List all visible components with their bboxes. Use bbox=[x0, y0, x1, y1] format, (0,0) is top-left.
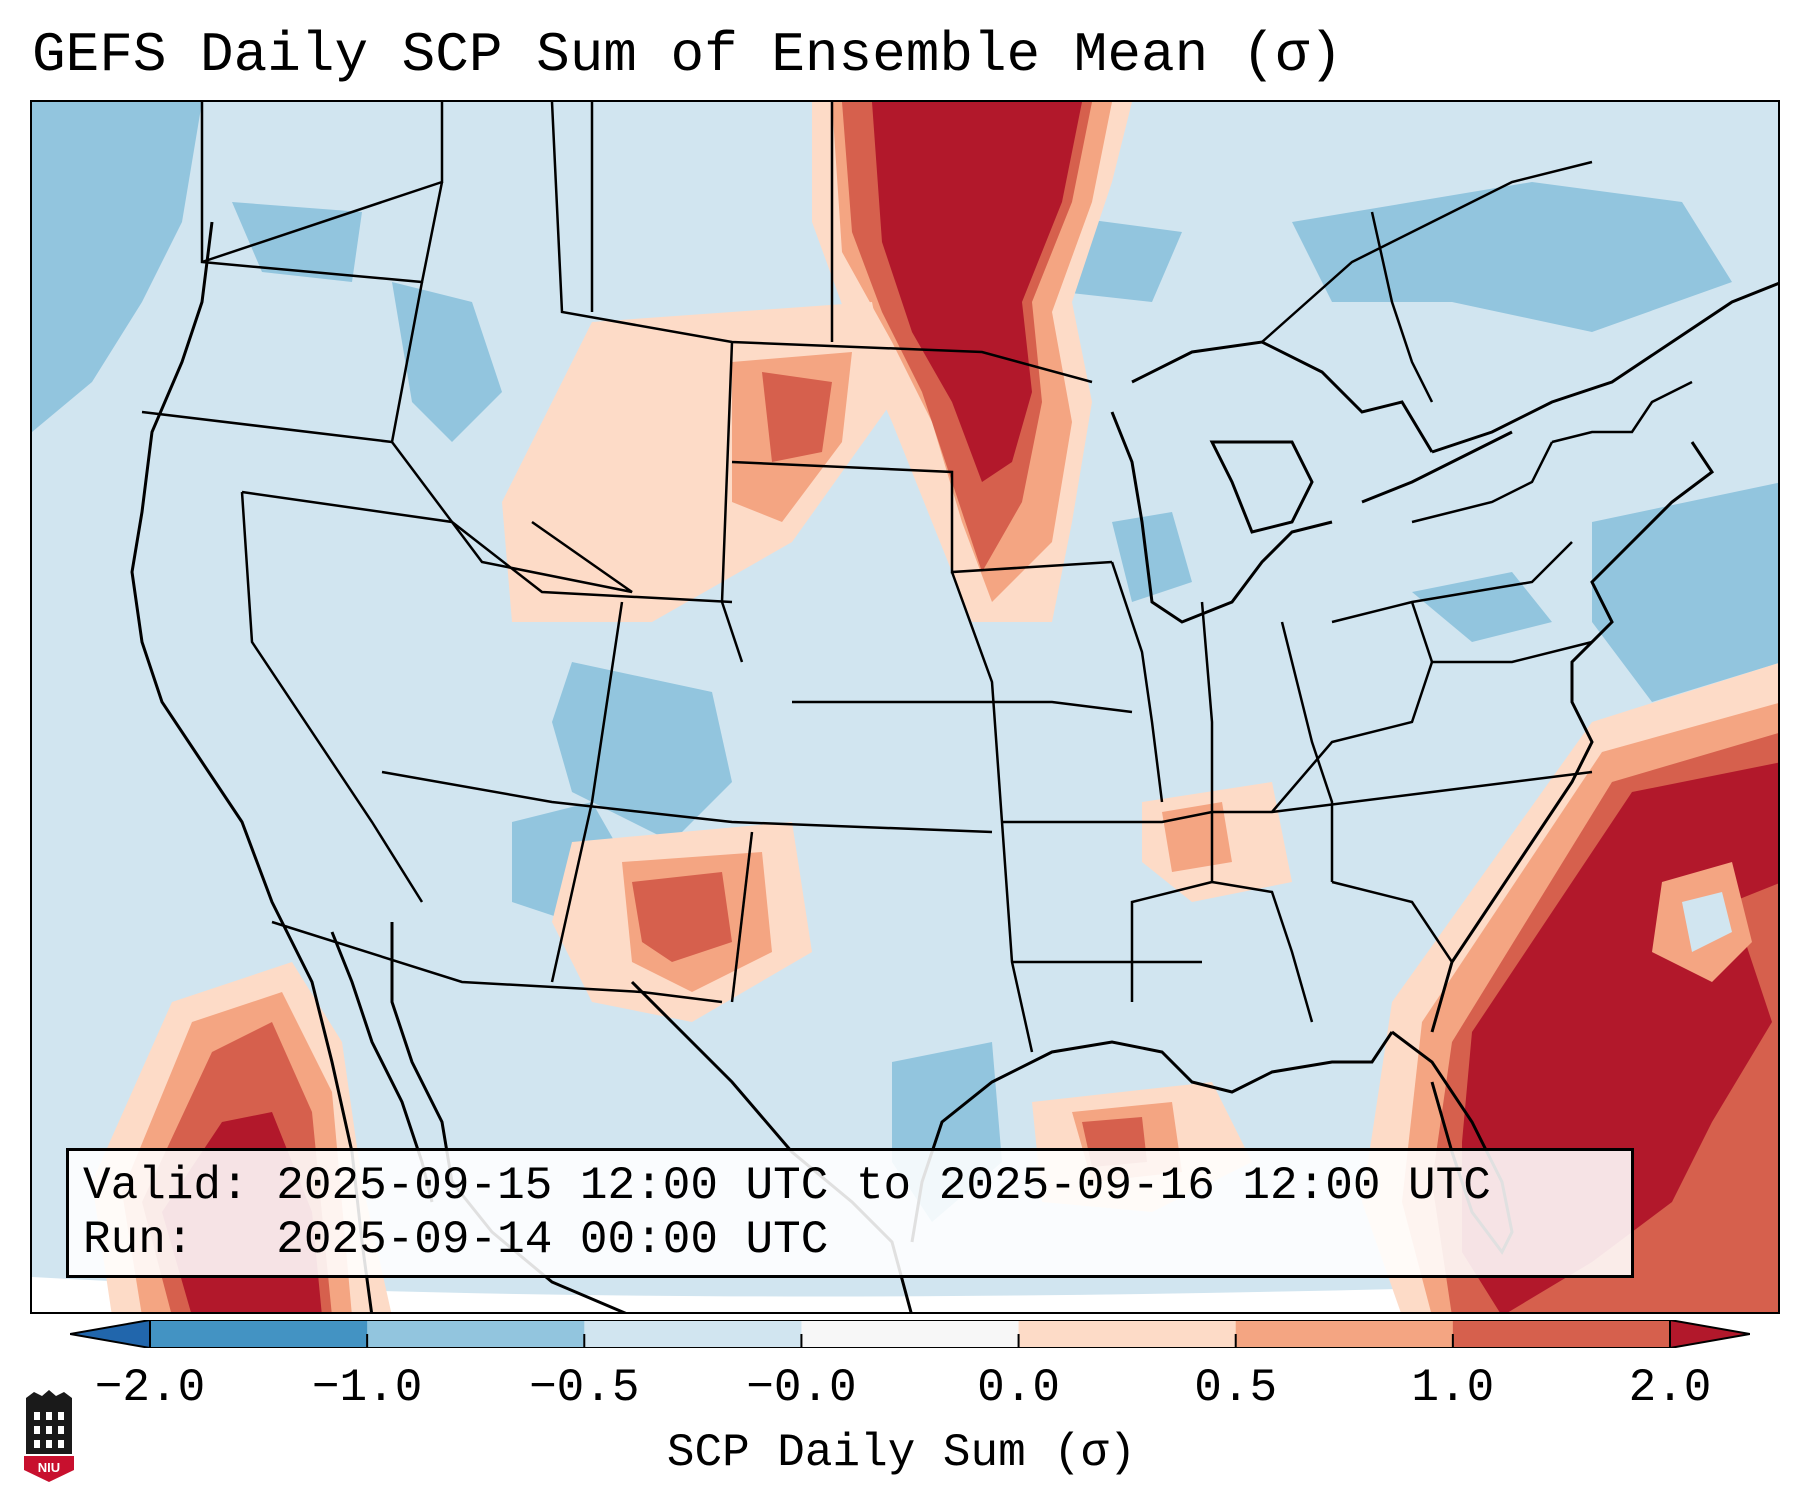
colorbar-bin bbox=[801, 1320, 1020, 1348]
colorbar-extend-low bbox=[70, 1320, 150, 1348]
map-svg bbox=[32, 102, 1778, 1312]
niu-logo: NIU bbox=[24, 1390, 74, 1482]
colorbar-bin bbox=[367, 1320, 585, 1348]
colorbar-tick-label: −0.0 bbox=[746, 1362, 857, 1414]
colorbar-bin bbox=[1235, 1320, 1454, 1348]
colorbar-tick-label: −1.0 bbox=[311, 1362, 423, 1414]
map-panel bbox=[30, 100, 1780, 1314]
colorbar-bin bbox=[1452, 1320, 1671, 1348]
coastlines bbox=[130, 221, 1778, 1312]
colorbar-bin bbox=[584, 1320, 802, 1348]
colorbar-extend-outline bbox=[70, 1320, 1750, 1348]
colorbar-tick-label: −2.0 bbox=[94, 1362, 206, 1414]
valid-label: Valid: bbox=[83, 1160, 249, 1212]
projection-edge bbox=[32, 1277, 1778, 1312]
colorbar-tick-label: 2.0 bbox=[1628, 1362, 1712, 1414]
canada-boundaries bbox=[201, 102, 1593, 403]
chart-title: GEFS Daily SCP Sum of Ensemble Mean (σ) bbox=[32, 23, 1343, 87]
valid-value: 2025-09-15 12:00 UTC to 2025-09-16 12:00… bbox=[276, 1160, 1491, 1212]
run-line: Run: 2025-09-14 00:00 UTC bbox=[83, 1213, 1617, 1267]
colorbar-bin bbox=[150, 1320, 368, 1348]
colorbar-tick-label: 1.0 bbox=[1411, 1362, 1495, 1414]
colorbar-tick-label: 0.0 bbox=[977, 1362, 1060, 1414]
colorbar-tick-label: 0.5 bbox=[1194, 1362, 1278, 1414]
logo-text: NIU bbox=[38, 1460, 60, 1475]
colorbar bbox=[70, 1320, 1750, 1348]
valid-line: Valid: 2025-09-15 12:00 UTC to 2025-09-1… bbox=[83, 1159, 1617, 1213]
logo-tower bbox=[26, 1390, 72, 1454]
colorbar-bin bbox=[1018, 1320, 1237, 1348]
colorbar-extend-high bbox=[1670, 1320, 1750, 1348]
logo-shield bbox=[24, 1456, 74, 1482]
run-label: Run: bbox=[83, 1214, 194, 1266]
colorbar-tick-label: −0.5 bbox=[529, 1362, 640, 1414]
colorbar-label: SCP Daily Sum (σ) bbox=[666, 1427, 1137, 1479]
state-boundaries bbox=[141, 102, 1693, 1053]
valid-time-info-box: Valid: 2025-09-15 12:00 UTC to 2025-09-1… bbox=[66, 1148, 1634, 1278]
run-value: 2025-09-14 00:00 UTC bbox=[276, 1214, 829, 1266]
